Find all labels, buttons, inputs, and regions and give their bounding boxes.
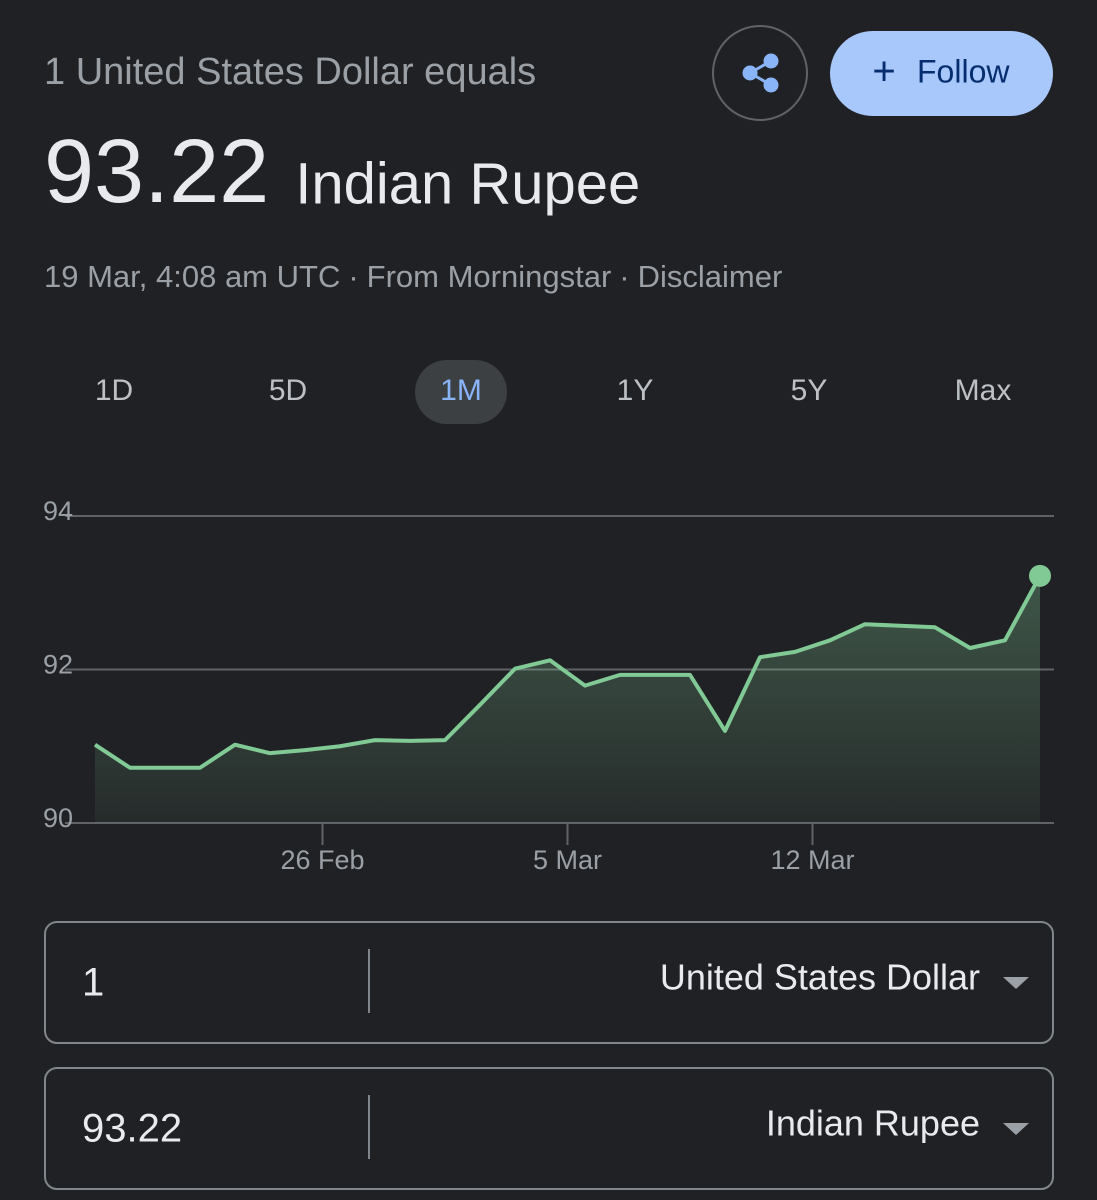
share-icon bbox=[742, 53, 779, 93]
dropdown-arrow[interactable] bbox=[1003, 977, 1029, 989]
subtitle: 1 United States Dollar equals bbox=[44, 51, 536, 93]
meta-separator: · bbox=[348, 259, 358, 294]
converter-box[interactable] bbox=[44, 1067, 1054, 1190]
range-tab[interactable]: 5Y bbox=[791, 374, 828, 407]
meta-text: From Morningstar bbox=[367, 259, 612, 294]
disclaimer-link[interactable]: Disclaimer bbox=[638, 259, 783, 294]
converter-box[interactable] bbox=[44, 921, 1054, 1044]
chart: 90 92 94 26 Feb 5 Mar 12 Mar bbox=[43, 496, 1054, 875]
meta-line: 19 Mar, 4:08 am UTC · From Morningstar · Dis… bbox=[44, 259, 782, 294]
line bbox=[93, 574, 1042, 770]
amount-input[interactable]: 1 bbox=[82, 961, 104, 1005]
y-tick-label: 94 bbox=[43, 496, 73, 526]
x-tick-label: 12 Mar bbox=[770, 845, 854, 875]
follow-icon: + bbox=[872, 50, 895, 94]
meta-text: 19 Mar, 4:08 am UTC bbox=[44, 259, 340, 294]
end-point bbox=[1029, 564, 1051, 587]
follow-label: Follow bbox=[917, 53, 1010, 89]
range-tabs: 1D 5D 1M 1Y 5Y Max bbox=[95, 360, 1012, 424]
follow-button[interactable]: + Follow bbox=[830, 31, 1053, 116]
follow-pill[interactable] bbox=[830, 31, 1053, 116]
share-button[interactable] bbox=[712, 25, 808, 121]
converter: 1 United States Dollar 93.22 Indian Rupee bbox=[44, 921, 1054, 1190]
x-tick-label: 26 Feb bbox=[280, 845, 364, 875]
area bbox=[95, 575, 1040, 823]
x-tick-label: 5 Mar bbox=[533, 845, 602, 875]
range-tab[interactable]: 5D bbox=[269, 374, 307, 407]
rate-currency: Indian Rupee bbox=[295, 151, 640, 216]
dropdown-arrow[interactable] bbox=[1003, 1123, 1029, 1135]
currency-select[interactable]: United States Dollar bbox=[660, 957, 980, 998]
y-tick-label: 92 bbox=[43, 650, 73, 680]
range-tab[interactable]: Max bbox=[955, 374, 1012, 407]
meta-separator: · bbox=[619, 259, 629, 294]
share-circle[interactable] bbox=[712, 25, 808, 121]
rate-value: 93.22 bbox=[44, 122, 269, 222]
range-tab[interactable]: 1Y bbox=[617, 374, 654, 407]
range-tab[interactable]: 1D bbox=[95, 374, 133, 407]
amount-input[interactable]: 93.22 bbox=[82, 1107, 182, 1151]
y-tick-label: 90 bbox=[43, 803, 73, 833]
currency-select[interactable]: Indian Rupee bbox=[766, 1103, 980, 1144]
tab-selected-bg[interactable] bbox=[415, 360, 507, 424]
range-tab[interactable]: 1M bbox=[440, 374, 482, 407]
